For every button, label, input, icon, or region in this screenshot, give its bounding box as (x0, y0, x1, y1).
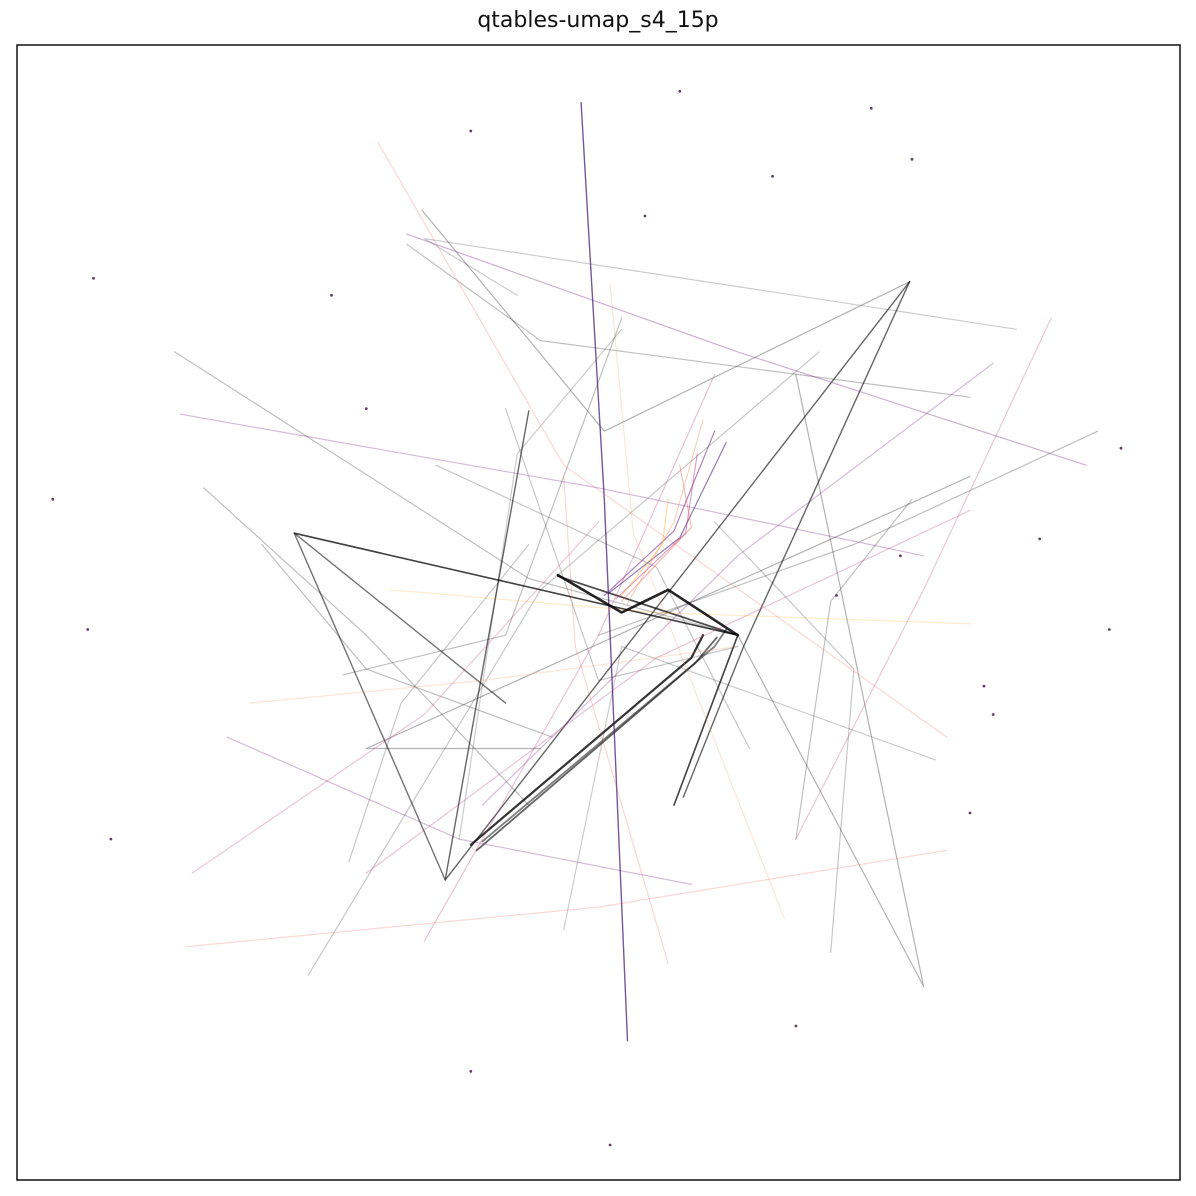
scatter-point-12 (968, 811, 972, 815)
scatter-point-13 (794, 1024, 798, 1028)
series-line-12 (737, 374, 925, 988)
series-line-1 (682, 281, 911, 798)
series-line-41 (556, 573, 740, 637)
series-line-39 (249, 645, 739, 704)
scatter-point-21 (835, 594, 838, 597)
scatter-point-8 (109, 837, 113, 841)
series-line-15 (307, 351, 820, 976)
scatter-point-6 (51, 497, 55, 501)
scatter-points (51, 89, 1123, 1147)
scatter-point-3 (469, 129, 473, 133)
series-line-7 (557, 575, 739, 637)
scatter-point-20 (991, 713, 995, 716)
scatter-point-19 (899, 554, 902, 558)
scatter-point-17 (643, 214, 647, 218)
scatter-point-18 (364, 407, 368, 410)
series-line-29 (226, 736, 693, 886)
axes-frame (16, 44, 1181, 1181)
series-line-36 (377, 141, 948, 738)
series-line-38 (388, 589, 971, 625)
scatter-point-11 (982, 684, 986, 688)
series-line-6 (481, 628, 728, 843)
series-line-37 (563, 475, 669, 965)
series-line-20 (348, 543, 530, 863)
series-line-28 (179, 413, 925, 557)
scatter-point-2 (771, 174, 774, 178)
scatter-point-1 (869, 106, 873, 110)
series-line-4 (469, 634, 705, 846)
series-line-46 (627, 419, 704, 604)
series-line-23 (423, 238, 1018, 330)
series-line-24 (563, 645, 936, 931)
series-line-8 (421, 209, 911, 432)
series-line-25 (458, 328, 623, 840)
series-line-10 (365, 475, 971, 750)
scatter-point-15 (608, 1143, 612, 1147)
series-line-16 (597, 430, 1099, 636)
series-line-42 (609, 441, 727, 593)
scatter-point-0 (678, 89, 682, 93)
series-line-5 (475, 636, 718, 852)
scatter-point-7 (86, 628, 90, 631)
scatter-point-10 (1107, 628, 1111, 631)
trajectory-lines (174, 101, 1099, 1042)
series-line-17 (435, 464, 751, 750)
series-line-19 (505, 408, 739, 682)
series-line-26 (580, 101, 629, 1042)
scatter-point-9 (1119, 446, 1123, 450)
series-line-35 (185, 849, 948, 948)
series-line-40 (609, 283, 785, 920)
series-line-45 (621, 464, 692, 602)
series-line-43 (603, 430, 716, 597)
scatter-point-22 (1038, 537, 1042, 541)
scatter-point-14 (469, 1070, 473, 1073)
scatter-point-5 (92, 276, 95, 280)
scatter-point-4 (910, 157, 914, 161)
series-line-22 (795, 498, 913, 840)
series-line-13 (342, 317, 623, 676)
series-line-0 (293, 532, 739, 806)
series-line-30 (481, 362, 994, 806)
series-line-47 (621, 498, 669, 596)
series-line-11 (174, 351, 739, 636)
series-line-3 (293, 532, 507, 881)
series-line-14 (261, 543, 553, 738)
series-line-34 (795, 317, 1052, 840)
series-line-32 (365, 509, 971, 874)
series-line-18 (713, 521, 855, 954)
scatter-point-16 (330, 293, 333, 297)
series-line-9 (406, 243, 971, 398)
series-line-27 (406, 233, 1087, 466)
series-line-21 (203, 487, 530, 806)
series-line-31 (423, 374, 716, 942)
series-line-33 (191, 521, 600, 874)
chart-title: qtables-umap_s4_15p (477, 8, 719, 33)
